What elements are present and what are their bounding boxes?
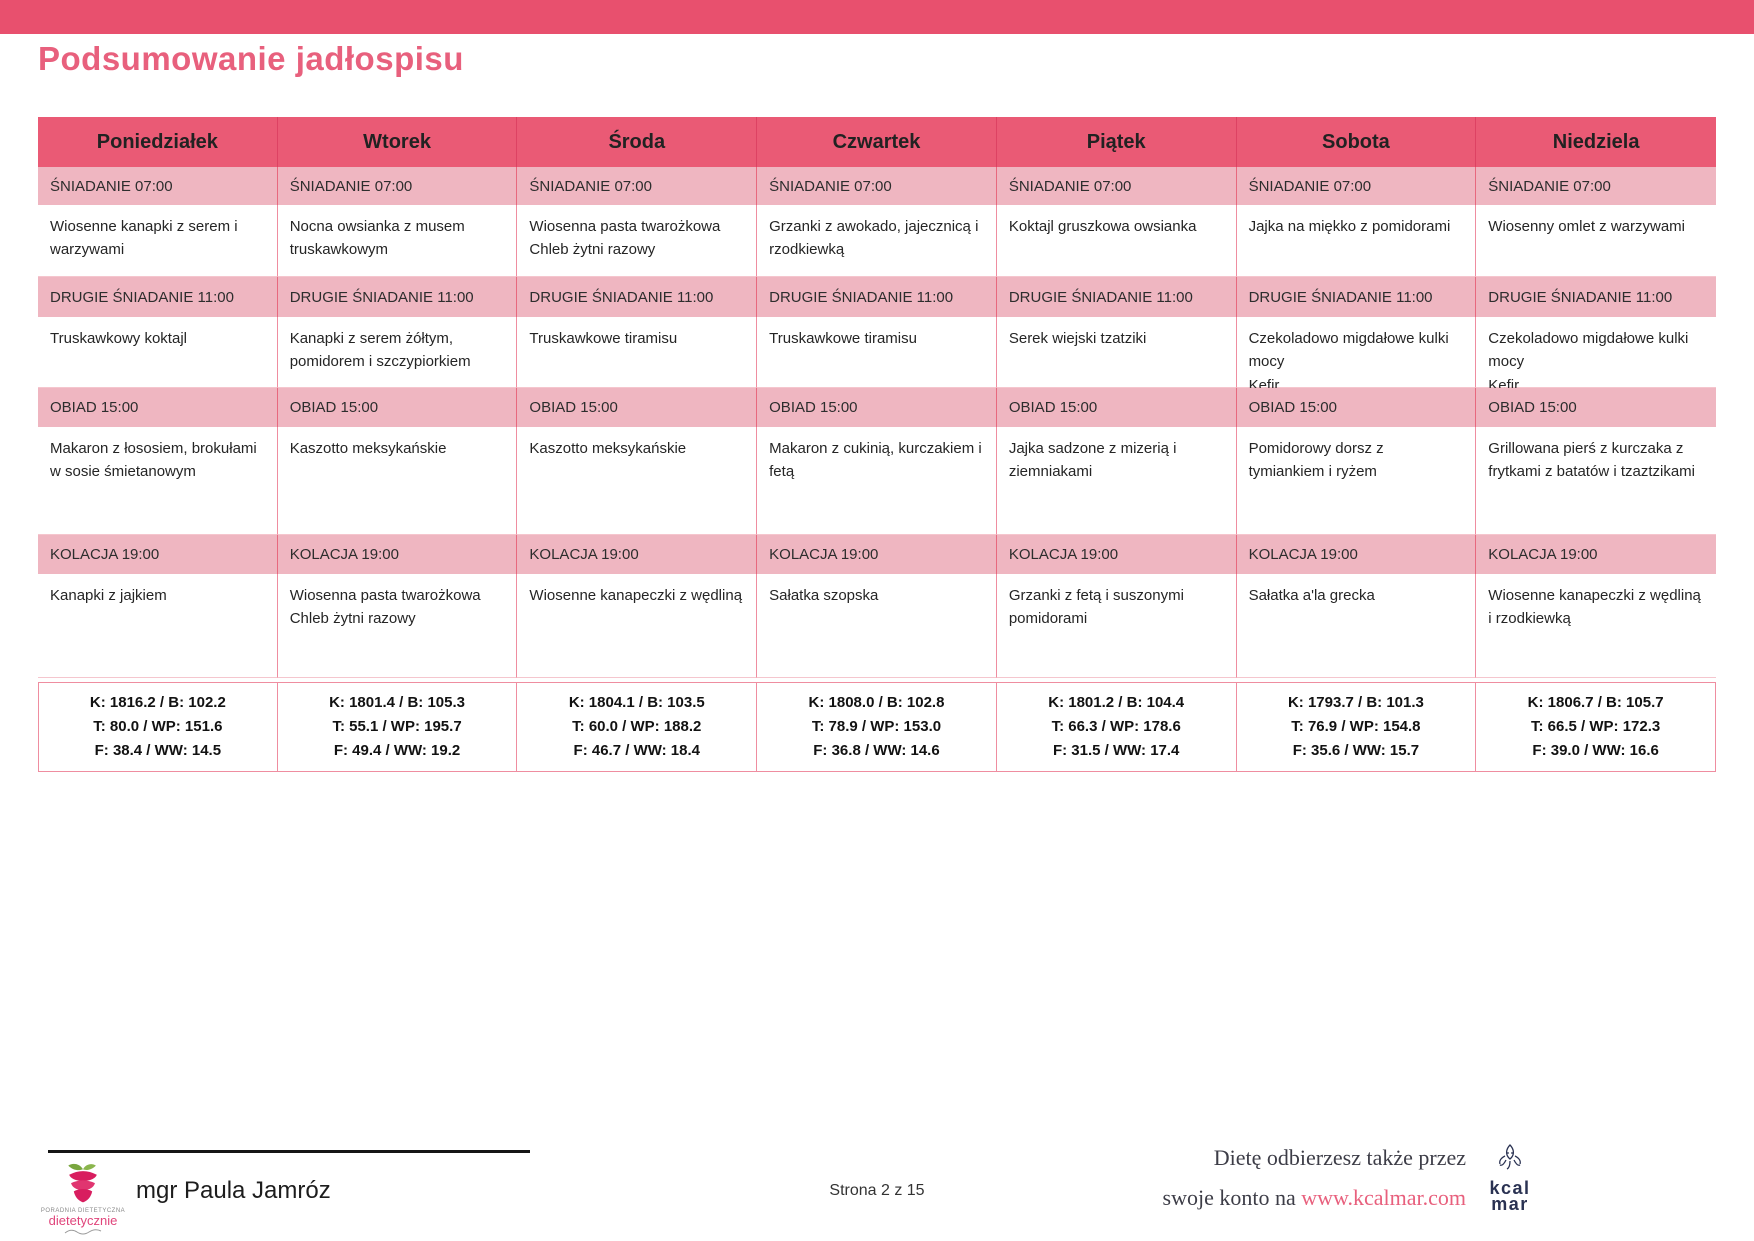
kcalmar-note-line2: swoje konto na www.kcalmar.com [1162,1184,1466,1210]
day-summary-cell: K: 1806.7 / B: 105.7 T: 66.5 / WP: 172.3… [1476,682,1716,772]
dish-cell: Kanapki z serem żółtym, pomidorem i szcz… [277,317,518,388]
dish-cell: Truskawkowy koktajl [38,317,278,388]
dish-cell: Truskawkowe tiramisu [517,317,758,388]
dish-cell: Wiosenny omlet z warzywami [1476,205,1716,277]
dish-cell: Serek wiejski tzatziki [996,317,1237,388]
meal-time-cell: OBIAD 15:00 [1236,388,1477,427]
page-title: Podsumowanie jadłospisu [38,40,464,77]
kcalmar-note-line1: Dietę odbierzesz także przez [1213,1145,1466,1170]
dish-cell: Pomidorowy dorsz z tymiankiem i ryżem [1236,427,1477,535]
signature-squiggle [64,1229,102,1235]
kcalmar-link[interactable]: www.kcalmar.com [1301,1184,1466,1210]
dish-cell: Truskawkowe tiramisu [757,317,997,388]
day-summary-cell: K: 1816.2 / B: 102.2 T: 80.0 / WP: 151.6… [38,682,278,772]
meal-time-cell: DRUGIE ŚNIADANIE 11:00 [517,277,758,317]
day-header-monday: Poniedziałek [38,117,278,167]
dish-cell: Kanapki z jajkiem [38,574,278,678]
day-header-sunday: Niedziela [1476,117,1716,167]
meal-time-cell: ŚNIADANIE 07:00 [757,167,997,205]
meal-time-cell: KOLACJA 19:00 [996,535,1237,574]
dish-cell: Wiosenne kanapki z serem i warzywami [38,205,278,277]
dish-cell: Grillowana pierś z kurczaka z frytkami z… [1476,427,1716,535]
meal-time-cell: ŚNIADANIE 07:00 [1236,167,1477,205]
day-header-thursday: Czwartek [757,117,997,167]
meal-time-cell: ŚNIADANIE 07:00 [517,167,758,205]
meal-time-cell: ŚNIADANIE 07:00 [1476,167,1716,205]
day-header-tuesday: Wtorek [277,117,518,167]
dish-cell: Grzanki z awokado, jajecznicą i rzodkiew… [757,205,997,277]
day-summary-cell: K: 1801.2 / B: 104.4 T: 66.3 / WP: 178.6… [996,682,1237,772]
meal-time-cell: DRUGIE ŚNIADANIE 11:00 [996,277,1237,317]
footer-dietitian-block: PORADNIA DIETETYCZNA dietetycznie mgr Pa… [41,1150,530,1236]
meal-time-cell: OBIAD 15:00 [38,388,278,427]
raspberry-icon [68,1163,97,1203]
meal-time-cell: KOLACJA 19:00 [277,535,518,574]
dietitian-name: mgr Paula Jamróz [136,1177,331,1204]
meal-time-cell: KOLACJA 19:00 [1476,535,1716,574]
day-summary-cell: K: 1808.0 / B: 102.8 T: 78.9 / WP: 153.0… [757,682,997,772]
day-summary-cell: K: 1801.4 / B: 105.3 T: 55.1 / WP: 195.7… [277,682,518,772]
dish-cell: Jajka na miękko z pomidorami [1236,205,1477,277]
top-accent-bar [0,0,1754,34]
page-number: Strona 2 z 15 [829,1182,925,1199]
clinic-caption-main: dietetycznie [48,1213,118,1228]
day-header-wednesday: Środa [517,117,758,167]
meal-time-cell: OBIAD 15:00 [277,388,518,427]
dish-cell: Nocna owsianka z musem truskawkowym [277,205,518,277]
kcalmar-wordmark: kcal mar [1489,1178,1531,1214]
meal-time-cell: DRUGIE ŚNIADANIE 11:00 [38,277,278,317]
meal-time-cell: OBIAD 15:00 [1476,388,1716,427]
day-header-friday: Piątek [996,117,1237,167]
footer-kcalmar-block: Dietę odbierzesz także przez swoje konto… [1163,1138,1538,1217]
dish-cell: Kaszotto meksykańskie [517,427,758,535]
dish-cell: Sałatka szopska [757,574,997,678]
daily-macros-summary-row: K: 1816.2 / B: 102.2 T: 80.0 / WP: 151.6… [38,682,1716,772]
dish-cell: Czekoladowo migdałowe kulki mocy Kefir [1476,317,1716,394]
dish-cell: Makaron z łososiem, brokułami w sosie śm… [38,427,278,535]
dish-cell: Koktajl gruszkowa owsianka [996,205,1237,277]
meal-time-cell: ŚNIADANIE 07:00 [996,167,1237,205]
kcalmar-note: Dietę odbierzesz także przez swoje konto… [1163,1138,1466,1217]
meal-time-cell: DRUGIE ŚNIADANIE 11:00 [277,277,518,317]
squid-icon [1499,1144,1521,1170]
dish-cell: Grzanki z fetą i suszonymi pomidorami [996,574,1237,678]
dish-cell: Wiosenne kanapeczki z wędliną [517,574,758,678]
meal-time-cell: KOLACJA 19:00 [38,535,278,574]
kcalmar-logo: kcal mar [1482,1143,1538,1214]
meal-time-cell: KOLACJA 19:00 [517,535,758,574]
meal-time-cell: OBIAD 15:00 [757,388,997,427]
weekly-menu-table: Poniedziałek Wtorek Środa Czwartek Piąte… [38,117,1716,678]
day-summary-cell: K: 1804.1 / B: 103.5 T: 60.0 / WP: 188.2… [517,682,758,772]
meal-time-cell: ŚNIADANIE 07:00 [277,167,518,205]
meal-time-cell: DRUGIE ŚNIADANIE 11:00 [757,277,997,317]
meal-time-cell: KOLACJA 19:00 [1236,535,1477,574]
meal-time-cell: OBIAD 15:00 [517,388,758,427]
clinic-logo: PORADNIA DIETETYCZNA dietetycznie [41,1161,125,1236]
meal-time-cell: OBIAD 15:00 [996,388,1237,427]
meal-time-cell: DRUGIE ŚNIADANIE 11:00 [1476,277,1716,317]
dish-cell: Wiosenna pasta twarożkowa Chleb żytni ra… [517,205,758,277]
dish-cell: Wiosenne kanapeczki z wędliną i rzodkiew… [1476,574,1716,678]
clinic-caption-top: PORADNIA DIETETYCZNA [40,1208,126,1214]
day-header-saturday: Sobota [1236,117,1477,167]
dish-cell: Wiosenna pasta twarożkowa Chleb żytni ra… [277,574,518,678]
dish-cell: Kaszotto meksykańskie [277,427,518,535]
dish-cell: Sałatka a'la grecka [1236,574,1477,678]
dish-cell: Jajka sadzone z mizerią i ziemniakami [996,427,1237,535]
dish-cell: Makaron z cukinią, kurczakiem i fetą [757,427,997,535]
meal-time-cell: ŚNIADANIE 07:00 [38,167,278,205]
meal-time-cell: DRUGIE ŚNIADANIE 11:00 [1236,277,1477,317]
meal-time-cell: KOLACJA 19:00 [757,535,997,574]
day-summary-cell: K: 1793.7 / B: 101.3 T: 76.9 / WP: 154.8… [1236,682,1477,772]
dish-cell: Czekoladowo migdałowe kulki mocy Kefir [1236,317,1477,394]
